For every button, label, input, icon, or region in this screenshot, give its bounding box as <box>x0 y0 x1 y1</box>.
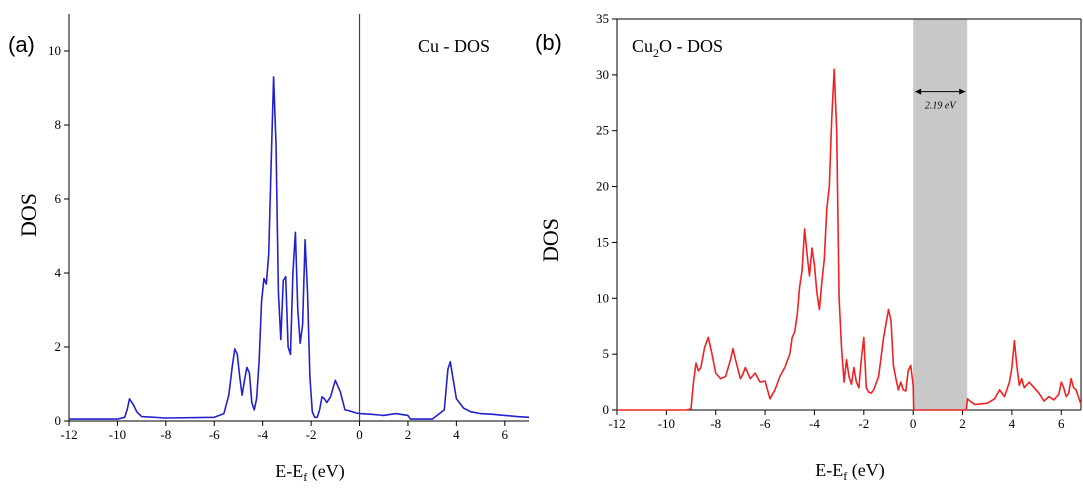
panel-b-x-tick-label: -12 <box>608 416 625 431</box>
panel-b-title-sub: 2 <box>653 46 659 60</box>
panel-b-x-axis-label-unit: (eV) <box>847 460 884 481</box>
panel-b-x-tick-label: -8 <box>710 416 721 431</box>
panel-b-x-tick-label: 2 <box>959 416 966 431</box>
panel-b-y-tick-label: 5 <box>603 346 610 361</box>
panel-a-title: Cu - DOS <box>418 36 490 56</box>
panel-a-x-axis-label-unit: (eV) <box>307 461 344 482</box>
panel-a-x-tick-label: -6 <box>209 427 220 442</box>
panel-b-x-tick-label: 4 <box>1009 416 1016 431</box>
panel-a-x-tick-label: 0 <box>356 427 363 442</box>
panel-b-x-tick-label: 0 <box>910 416 917 431</box>
panel-a-y-tick-label: 6 <box>55 191 62 206</box>
panel-b-band-gap-arrowhead-right <box>959 88 966 95</box>
panel-b-series-line <box>617 68 1082 411</box>
panel-a-x-axis-label-sub: f <box>303 470 307 484</box>
panel-b-y-tick-label: 35 <box>596 11 609 26</box>
panel-b-band-gap-arrowhead-left <box>915 88 922 95</box>
panel-b: (b) Cu2O - DOS DOS E-Ef (eV) 2.19 eV-12-… <box>535 11 1082 483</box>
panel-b-title-main: Cu <box>632 36 653 56</box>
panel-b-label: (b) <box>535 30 562 55</box>
panel-a: (a) Cu - DOS DOS E-Ef (eV) -12 -10 -8 -6 -4-… <box>8 14 530 484</box>
panel-b-x-axis-label: E-Ef (eV) <box>815 460 884 483</box>
panel-b-y-tick-label: 30 <box>596 67 609 82</box>
panel-a-y-axis-label: DOS <box>16 193 41 237</box>
panel-b-x-tick-label: -6 <box>760 416 771 431</box>
panel-a-x-tick-label: -8 <box>160 427 171 442</box>
panel-a-x-axis-label: E-Ef (eV) <box>275 461 344 484</box>
panel-a-y-tick-label: 0 <box>55 413 62 428</box>
panel-a-y-tick-label: 2 <box>55 339 62 354</box>
panel-b-band-gap-label: 2.19 eV <box>925 101 957 112</box>
panel-b-y-tick-label: 20 <box>596 179 609 194</box>
panel-b-x-axis-label-main: E-E <box>815 460 843 480</box>
panel-b-title: Cu2O - DOS <box>632 36 723 60</box>
panel-b-plot-area: 2.19 eV -12 -10 -8 -6 -4 -2 0 2 4 6 0 5 10 15 20 25 30 35 <box>596 11 1082 431</box>
panel-a-y-tick-label: 8 <box>55 117 62 132</box>
panel-a-x-tick-label: 6 <box>502 427 509 442</box>
panel-a-x-axis-label-main: E-E <box>275 461 303 481</box>
panel-a-x-tick-label: 4 <box>453 427 460 442</box>
panel-b-x-tick-label: 6 <box>1058 416 1065 431</box>
panel-a-x-tick-label: -12 <box>60 427 77 442</box>
panel-b-x-tick-label: -2 <box>858 416 869 431</box>
panel-a-y-tick-label: 10 <box>48 43 61 58</box>
panel-b-y-tick-label: 0 <box>603 402 610 417</box>
panel-b-y-tick-label: 25 <box>596 123 609 138</box>
panel-a-y-tick-label: 4 <box>55 265 62 280</box>
panel-a-x-tick-label: -4 <box>257 427 268 442</box>
panel-a-label: (a) <box>8 32 35 57</box>
panel-b-y-axis-label: DOS <box>538 218 563 262</box>
panel-a-plot-area: -12 -10 -8 -6 -4 -2 0 2 4 6 0 2 4 6 8 10 <box>48 14 530 442</box>
panel-b-y-tick-label: 10 <box>596 290 609 305</box>
panel-b-y-tick-label: 15 <box>596 234 609 249</box>
panel-a-series-line <box>69 76 530 420</box>
panel-a-x-tick-label: -2 <box>306 427 317 442</box>
panel-a-x-tick-label: 2 <box>405 427 412 442</box>
panel-b-x-tick-label: -4 <box>809 416 820 431</box>
panel-b-x-tick-label: -10 <box>658 416 675 431</box>
panel-a-x-tick-label: -10 <box>109 427 126 442</box>
panel-b-title-rest: O - DOS <box>659 36 723 56</box>
panel-b-x-axis-label-sub: f <box>843 469 847 483</box>
panel-b-band-gap <box>913 19 968 410</box>
